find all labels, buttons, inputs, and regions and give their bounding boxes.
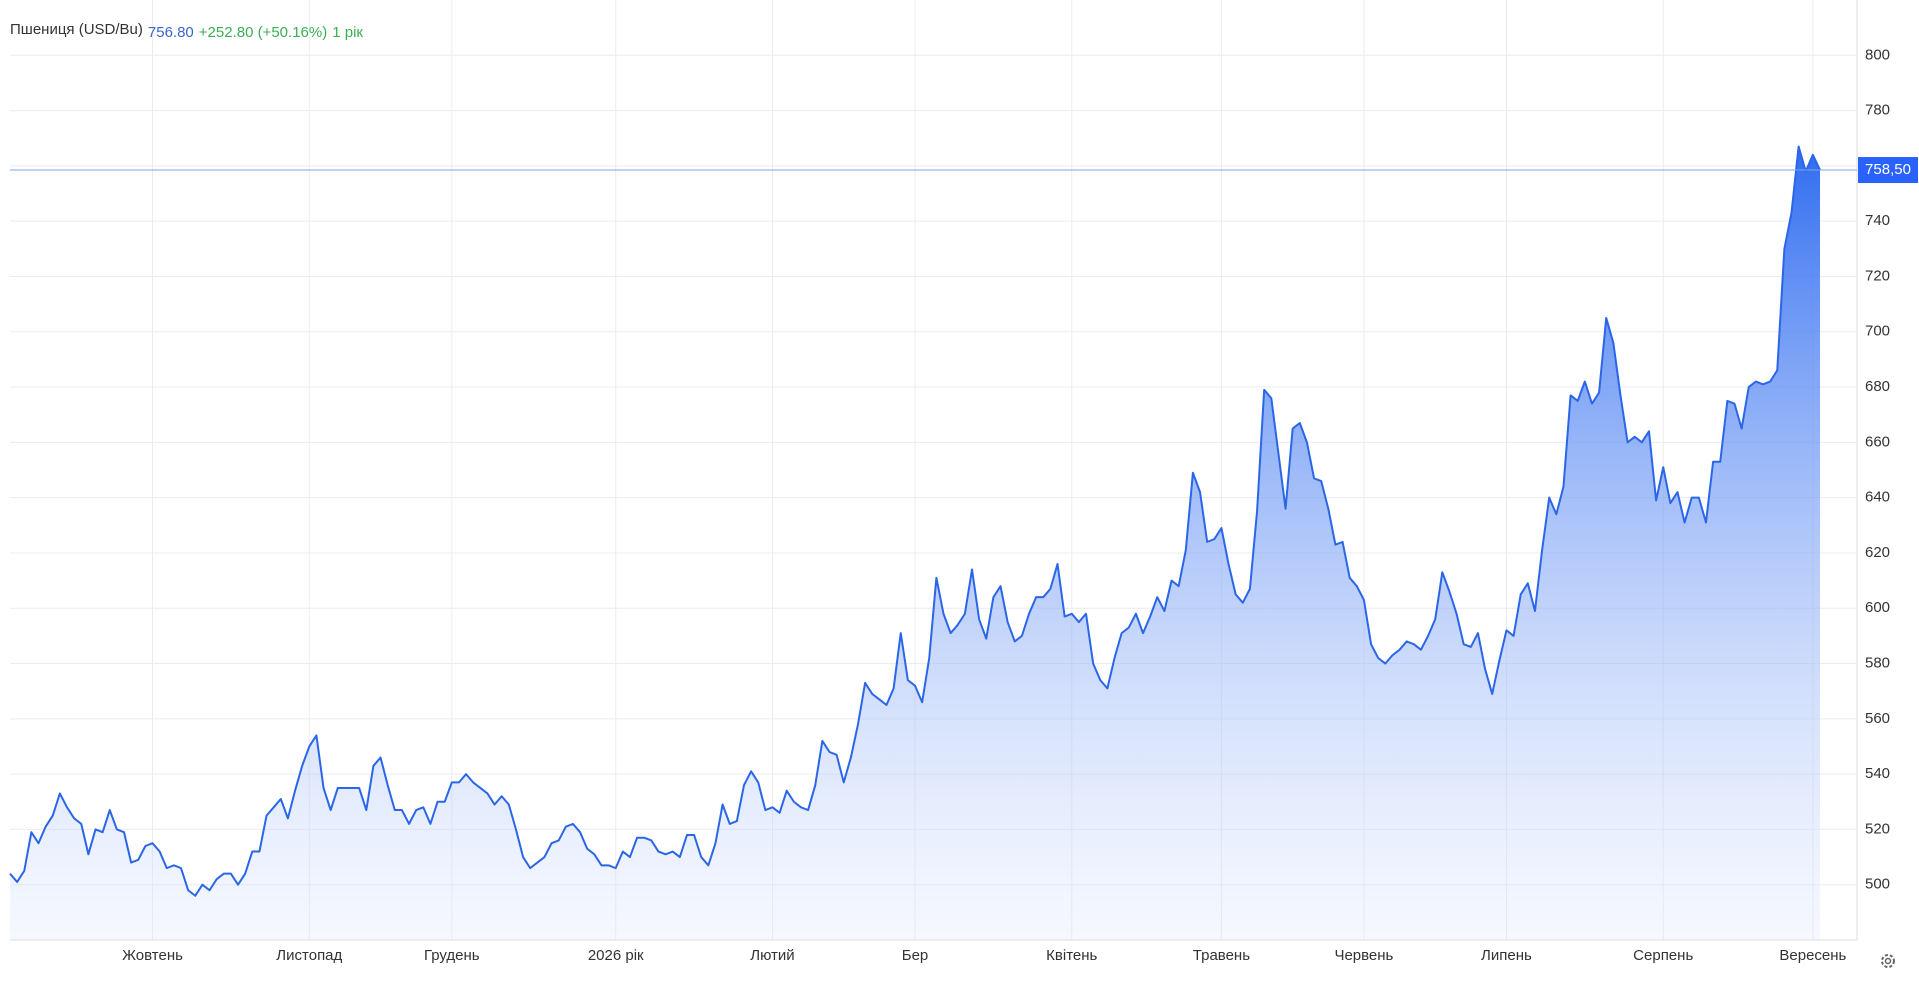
y-tick-label: 680 [1865,378,1890,395]
x-tick-label: Жовтень [122,947,183,964]
chart-title: Пшениця (USD/Bu) [10,21,143,38]
y-tick-label: 560 [1865,710,1890,727]
x-tick-label: 2026 рік [588,947,644,964]
y-tick-label: 580 [1865,654,1890,671]
x-tick-label: Грудень [424,947,480,964]
settings-icon[interactable] [1881,954,1895,968]
change: +252.80 (+50.16%) [199,24,327,41]
y-tick-label: 660 [1865,433,1890,450]
y-tick-label: 520 [1865,820,1890,837]
y-tick-label: 740 [1865,212,1890,229]
area [10,146,1820,940]
x-tick-label: Листопад [276,947,342,964]
y-tick-label: 700 [1865,323,1890,340]
y-tick-label: 720 [1865,267,1890,284]
price-label: 758,50 [1865,161,1911,178]
y-tick-label: 800 [1865,46,1890,63]
x-tick-label: Липень [1481,947,1532,964]
line [9,145,1821,897]
x-tick-label: Червень [1334,947,1393,964]
x-tick-label: Квітень [1046,947,1097,964]
x-tick-label: Серпень [1633,947,1693,964]
x-tick-label: Вересень [1779,947,1846,964]
y-tick-label: 500 [1865,876,1890,893]
price: 756.80 [148,24,194,41]
plot [9,145,1821,940]
y-tick-label: 640 [1865,489,1890,506]
x-tick-label: Бер [902,947,929,964]
y-tick-label: 600 [1865,599,1890,616]
y-tick-label: 620 [1865,544,1890,561]
period: 1 рік [332,24,363,41]
y-tick-label: 780 [1865,102,1890,119]
price-label-box [1858,157,1918,184]
x-tick-label: Лютий [750,947,794,964]
y-tick-label: 540 [1865,765,1890,782]
x-tick-label: Травень [1193,947,1250,964]
